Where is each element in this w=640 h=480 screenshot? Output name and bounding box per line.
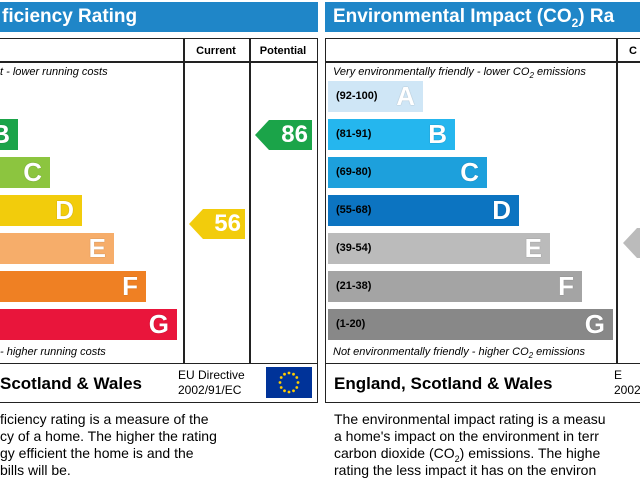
energy-current-header: Current xyxy=(196,45,236,57)
energy-band-letter: F xyxy=(122,271,138,301)
energy-directive-line2: 2002/91/EC xyxy=(178,383,242,397)
environment-band-letter: D xyxy=(492,195,511,225)
energy-band-letter: E xyxy=(88,233,106,263)
energy-band-letter: D xyxy=(55,195,74,225)
environment-band-letter: A xyxy=(396,81,415,111)
environment-title-bar: Environmental Impact (CO2) Ra xyxy=(325,2,640,32)
environment-current-indicator xyxy=(623,228,640,258)
environment-desc-line-3: carbon dioxide (CO2) emissions. The high… xyxy=(334,445,601,464)
environment-directive-line2: 2002 xyxy=(614,383,640,397)
environment-band-range: (55-68) xyxy=(336,204,372,216)
environment-band-b: (81-91) B xyxy=(328,119,455,150)
environment-band-c: (69-80) C xyxy=(328,157,487,188)
energy-title: ficiency Rating xyxy=(2,6,138,27)
energy-band-letter: G xyxy=(148,309,169,339)
environment-band-range: (21-38) xyxy=(336,280,372,292)
environment-band-e: (39-54) E xyxy=(328,233,550,264)
energy-band-g: G xyxy=(0,309,177,340)
environment-title: Environmental Impact (CO2) Ra xyxy=(333,6,615,30)
energy-footer xyxy=(0,363,318,403)
energy-bottom-note: - higher running costs xyxy=(0,346,106,358)
energy-potential-indicator: 86 xyxy=(255,120,312,150)
environment-band-letter: C xyxy=(460,157,479,187)
energy-band-f: F xyxy=(0,271,146,302)
energy-band-c: C xyxy=(0,157,50,188)
energy-desc-line-1: ficiency rating is a measure of the xyxy=(0,411,209,427)
environment-band-letter: B xyxy=(428,119,447,149)
energy-desc-line-4: bills will be. xyxy=(0,462,71,478)
environment-current-header: C xyxy=(629,45,637,57)
environment-top-note: Very environmentally friendly - lower CO… xyxy=(333,66,586,81)
environmental-impact-panel: Environmental Impact (CO2) Ra C Very env… xyxy=(325,0,640,480)
energy-efficiency-panel: ficiency Rating Current Potential t - lo… xyxy=(0,0,318,480)
energy-desc-line-3: gy efficient the home is and the xyxy=(0,445,194,461)
environment-footer-name: England, Scotland & Wales xyxy=(334,374,553,393)
energy-footer-name: Scotland & Wales xyxy=(0,374,143,393)
energy-potential-header: Potential xyxy=(259,45,307,57)
environment-directive-line1: E xyxy=(614,368,623,382)
environment-desc-line-1: The environmental impact rating is a mea… xyxy=(334,411,606,427)
environment-band-range: (39-54) xyxy=(336,242,372,254)
environment-band-range: (92-100) xyxy=(336,90,378,102)
environment-desc-line-4: rating the less impact it has on the env… xyxy=(334,462,597,478)
environment-band-letter: F xyxy=(558,271,574,301)
energy-band-e: E xyxy=(0,233,114,264)
energy-top-note: t - lower running costs xyxy=(0,66,108,78)
energy-desc-line-2: cy of a home. The higher the rating xyxy=(0,428,217,444)
energy-band-letter: B xyxy=(0,119,10,149)
environment-band-range: (69-80) xyxy=(336,166,372,178)
energy-current-indicator: 56 xyxy=(189,209,245,239)
energy-directive-line1: EU Directive xyxy=(178,368,245,382)
environment-band-letter: E xyxy=(524,233,542,263)
energy-potential-value: 86 xyxy=(281,121,308,148)
environment-band-range: (81-91) xyxy=(336,128,372,140)
environment-band-g: (1-20) G xyxy=(328,309,613,340)
energy-band-d: D xyxy=(0,195,82,226)
environment-footer xyxy=(325,363,640,403)
energy-title-bar: ficiency Rating xyxy=(0,2,318,32)
environment-band-letter: G xyxy=(584,309,605,339)
environment-band-f: (21-38) F xyxy=(328,271,582,302)
environment-band-d: (55-68) D xyxy=(328,195,519,226)
environment-desc-line-2: a home's impact on the environment in te… xyxy=(334,428,599,444)
environment-band-a: (92-100) A xyxy=(328,81,423,112)
energy-band-letter: C xyxy=(23,157,42,187)
energy-current-value: 56 xyxy=(214,210,241,237)
energy-band-b: B xyxy=(0,119,18,150)
environment-band-range: (1-20) xyxy=(336,318,366,330)
environment-bottom-note: Not environmentally friendly - higher CO… xyxy=(333,346,586,361)
eu-flag-icon xyxy=(266,367,312,398)
